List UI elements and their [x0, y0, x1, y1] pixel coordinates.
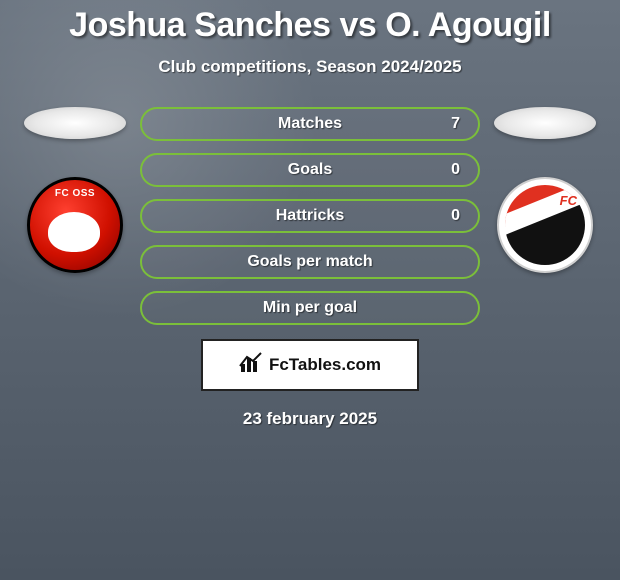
stat-pill: Matches 7 [140, 107, 480, 141]
stat-pill: Hattricks 0 [140, 199, 480, 233]
right-club-fc-text: FC [560, 193, 577, 208]
right-club-badge: FC [497, 177, 593, 273]
stat-right-value: 0 [451, 207, 460, 225]
left-club-badge [27, 177, 123, 273]
right-player-col: FC [490, 107, 600, 273]
stat-label: Goals [288, 161, 332, 179]
comparison-card: Joshua Sanches vs O. Agougil Club compet… [0, 0, 620, 580]
left-player-col [20, 107, 130, 273]
bar-chart-icon [239, 352, 263, 379]
main-row: Matches 7 Goals 0 Hattricks 0 Goals per match M… [0, 107, 620, 325]
stat-label: Goals per match [247, 253, 372, 271]
stat-right-value: 0 [451, 161, 460, 179]
stat-label: Matches [278, 115, 342, 133]
fctables-attribution: FcTables.com [201, 339, 419, 391]
stat-pill: Min per goal [140, 291, 480, 325]
stats-column: Matches 7 Goals 0 Hattricks 0 Goals per match M… [140, 107, 480, 325]
fctables-label: FcTables.com [269, 355, 381, 375]
stat-right-value: 7 [451, 115, 460, 133]
date-text: 23 february 2025 [0, 409, 620, 429]
stat-label: Hattricks [276, 207, 344, 225]
right-player-avatar [494, 107, 596, 139]
stat-pill: Goals per match [140, 245, 480, 279]
page-title: Joshua Sanches vs O. Agougil [0, 0, 620, 45]
page-subtitle: Club competitions, Season 2024/2025 [0, 57, 620, 77]
stat-pill: Goals 0 [140, 153, 480, 187]
stat-label: Min per goal [263, 299, 357, 317]
left-player-avatar [24, 107, 126, 139]
